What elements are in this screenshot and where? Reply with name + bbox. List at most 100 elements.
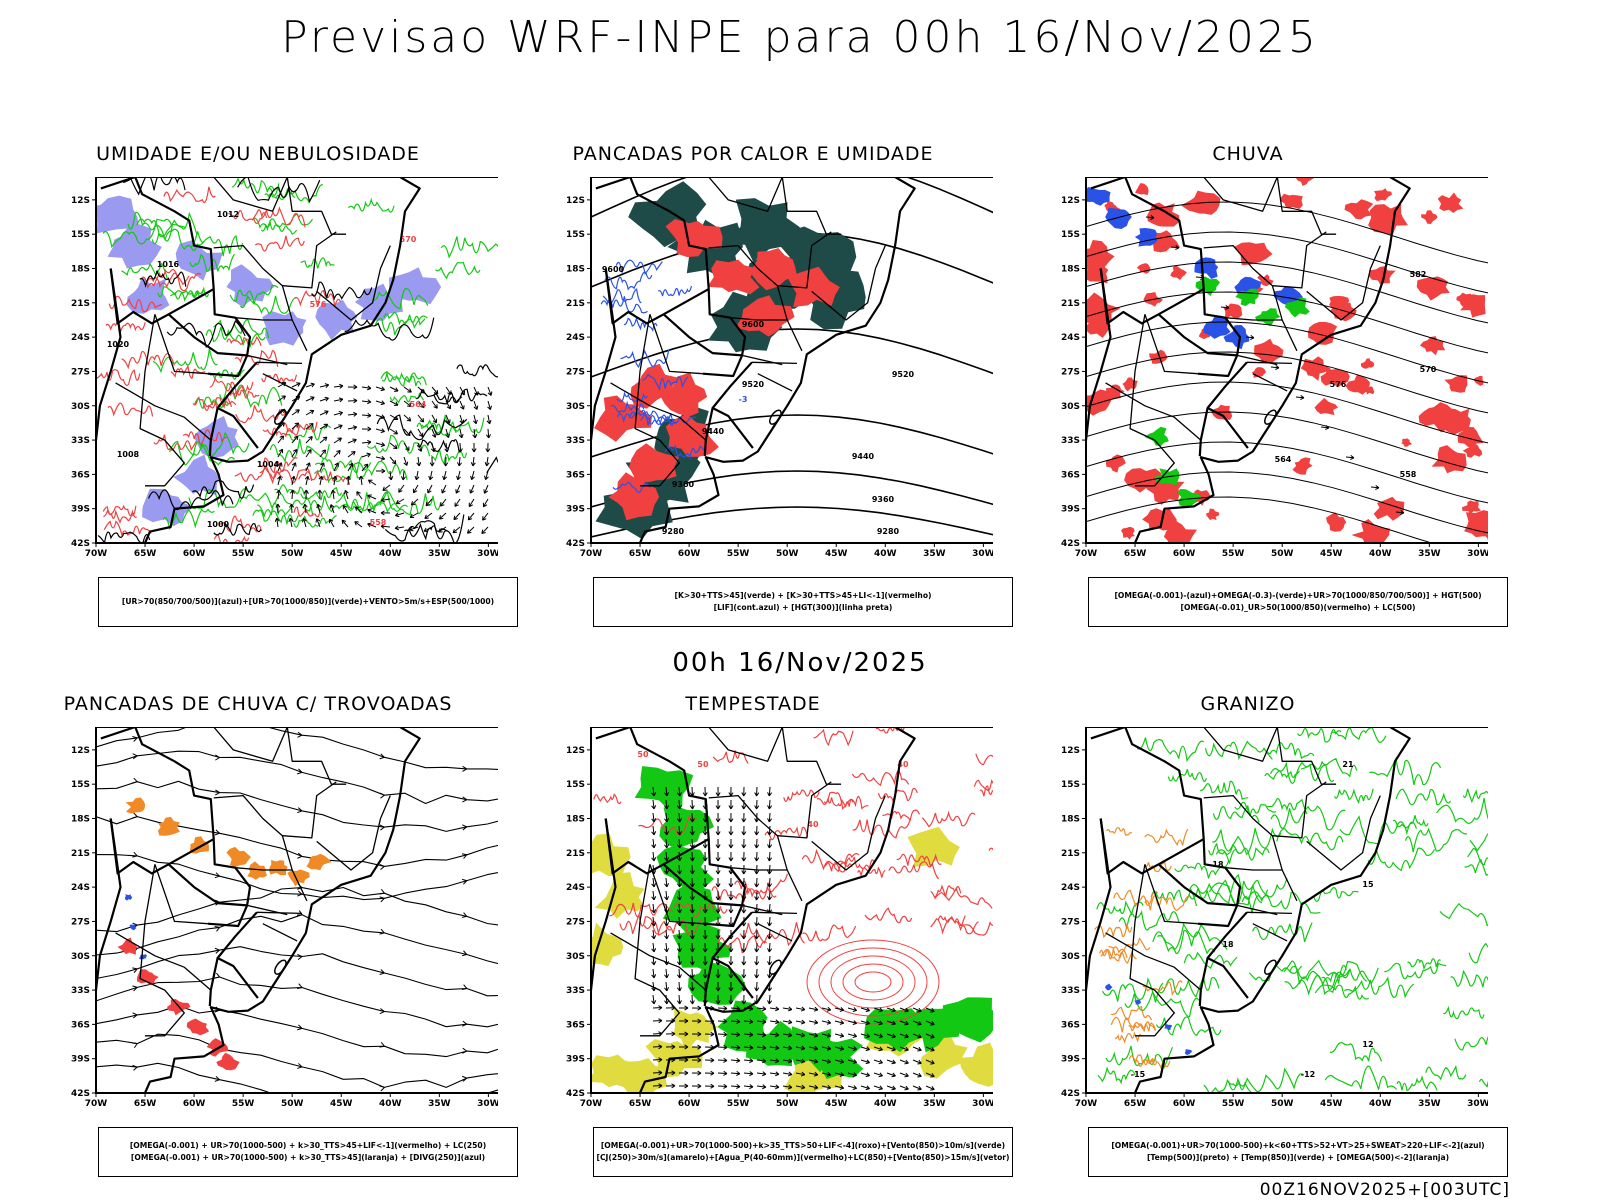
wind-vector <box>417 386 425 394</box>
wind-vector <box>860 1007 870 1012</box>
temp850-green-contour <box>1263 742 1315 760</box>
wind-vector-head <box>878 1059 883 1065</box>
humidity-blue-area <box>96 195 139 234</box>
temp850-green-contour <box>1468 942 1488 964</box>
wind-vector-head <box>281 395 286 400</box>
streamline <box>96 750 498 805</box>
wind-vector <box>769 1033 779 1036</box>
wind-vector-head <box>787 1058 793 1064</box>
wind-vector-head <box>749 1019 754 1025</box>
wind-vector <box>665 981 668 992</box>
wind-vector-head <box>345 475 351 480</box>
wind-vector-head <box>930 1021 935 1026</box>
wind-vector-head <box>754 805 760 810</box>
country-border <box>662 863 744 928</box>
thunder-red-area <box>186 1018 210 1036</box>
thunder-red-area <box>117 937 137 955</box>
wind-vector <box>782 1085 792 1088</box>
wind-vector <box>925 1033 935 1039</box>
country-border <box>595 727 710 840</box>
rain-red-area <box>1368 266 1396 285</box>
humidity-green-contour <box>188 488 249 510</box>
water-red-contour <box>934 886 993 909</box>
lon-tick-label: 35W <box>428 1099 451 1109</box>
wind-vector <box>459 400 465 410</box>
wind-vector <box>899 1033 909 1038</box>
streamline-arrow <box>132 777 138 784</box>
wind-vector-head <box>676 792 682 797</box>
state-border <box>115 382 212 441</box>
wind-vector <box>445 400 451 410</box>
water-red-contour <box>739 922 805 947</box>
wind-vector-head <box>878 1072 883 1078</box>
wind-vector-head <box>457 448 463 453</box>
wind-vector-head <box>664 935 670 940</box>
wind-vector-head <box>296 382 301 387</box>
wind-vector <box>665 825 668 836</box>
wind-vector-head <box>891 1020 896 1026</box>
pressure-contour <box>139 270 187 289</box>
lat-tick-label: 33S <box>1061 986 1080 996</box>
wind-vector-head <box>671 1083 676 1089</box>
hgt500-contour <box>1086 471 1488 534</box>
state-border <box>262 923 298 942</box>
state-border <box>286 727 347 785</box>
wind-vector <box>304 504 307 514</box>
water-red-contour <box>975 753 993 766</box>
wind-vector <box>319 397 329 402</box>
streamline-arrow <box>1350 455 1355 460</box>
wind-vector-head <box>723 1044 728 1050</box>
wind-vector-head <box>417 447 423 452</box>
lon-tick-label: 50W <box>1271 549 1294 559</box>
wind-vector <box>439 512 447 520</box>
wind-vector-head <box>676 831 682 836</box>
humidity-green-contour <box>301 495 362 513</box>
humidity-green-contour <box>151 228 205 250</box>
lc850-red-contour <box>854 971 892 993</box>
rain-red-area <box>1163 519 1197 543</box>
thickness-red-contour <box>182 429 228 445</box>
panel-granizo: GRANIZO 21 18 18 15 12 -15 -12 12S 15S 18S 21S 24S 2… <box>1008 693 1508 1177</box>
wind-vector <box>291 449 298 458</box>
contour-label: -12 <box>1301 1070 1315 1079</box>
wind-vector <box>886 1085 896 1090</box>
wind-vector-head <box>358 475 364 480</box>
wind-vector <box>486 456 489 466</box>
wind-vector-head <box>741 909 747 914</box>
wind-vector-head <box>381 468 386 474</box>
wind-vector <box>717 1007 728 1010</box>
run-stamp: 00Z16NOV2025+[003UTC] <box>1259 1180 1510 1200</box>
wind-vector <box>431 442 435 452</box>
lat-tick-label: 39S <box>71 1055 90 1065</box>
wind-vector-head <box>775 1019 780 1025</box>
wind-vector-head <box>865 1085 870 1091</box>
wind-vector <box>425 498 433 507</box>
wind-vector <box>768 838 771 849</box>
lagoa-dos-patos <box>1264 409 1277 425</box>
streamline-arrow <box>1400 510 1405 515</box>
water-red-contour <box>875 727 908 734</box>
wind-vector-head <box>427 488 432 494</box>
wind-vector-head <box>676 883 682 888</box>
lat-tick-label: 36S <box>71 1020 90 1030</box>
country-border <box>167 313 249 378</box>
temp850-green-contour <box>1425 1064 1467 1081</box>
wind-vector-head <box>291 462 297 467</box>
wind-vector-head <box>891 1046 896 1052</box>
omega500-orange-contour <box>1144 859 1172 873</box>
humidity-green-contour <box>314 461 372 484</box>
wind-vector <box>912 1020 922 1025</box>
wind-vector <box>427 484 433 494</box>
wind-vector <box>396 498 405 505</box>
lat-tick-label: 33S <box>566 986 585 996</box>
wind-vector-head <box>664 870 670 875</box>
wind-vector-head <box>813 1071 819 1077</box>
wind-vector-head <box>367 508 372 514</box>
wind-vector-head <box>651 844 657 849</box>
thunder-orange-area <box>125 797 145 814</box>
wind-vector <box>368 479 377 486</box>
wind-vector-head <box>689 857 695 862</box>
contour-label: 9520 <box>742 380 765 389</box>
water-red-contour <box>802 924 857 942</box>
